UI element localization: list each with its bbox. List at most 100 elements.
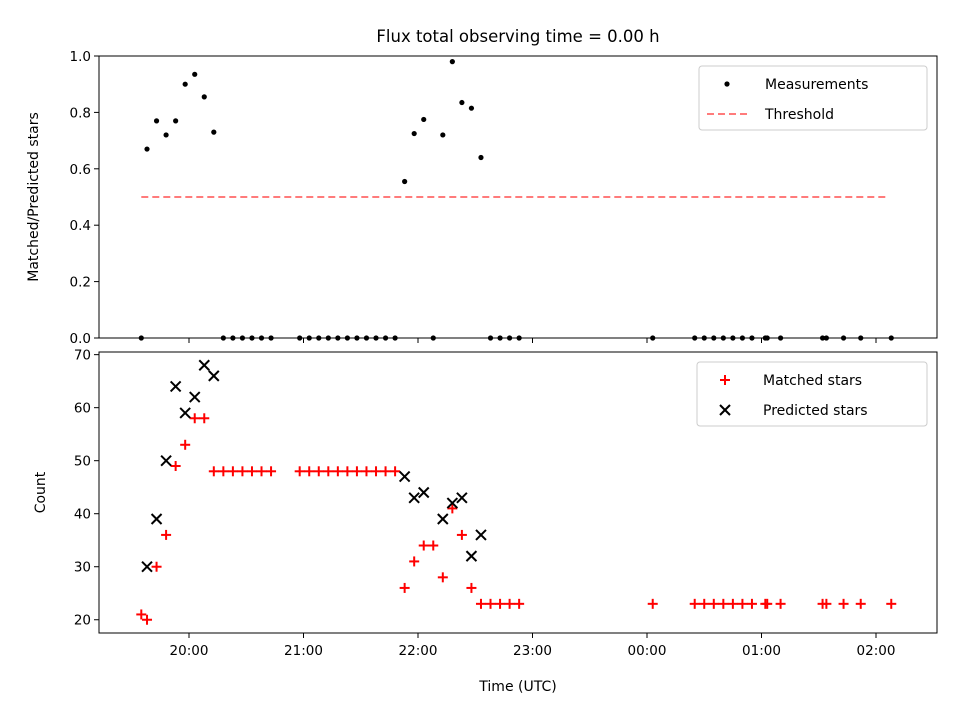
data-point: [141, 561, 153, 573]
axes-frame: [98, 55, 938, 339]
data-point: [475, 529, 487, 541]
data-point: [428, 540, 439, 551]
data-point: [647, 598, 658, 609]
y-axis-label: Count: [33, 471, 49, 513]
legend-label: Predicted stars: [763, 403, 868, 419]
y-tick-label: 0.4: [70, 218, 91, 234]
data-point: [421, 116, 427, 123]
legend-marker: [720, 375, 730, 385]
legend-label: Matched stars: [763, 373, 862, 389]
y-tick-label: 40: [74, 507, 91, 523]
data-point: [459, 99, 465, 106]
data-point: [237, 466, 248, 477]
data-point: [227, 466, 238, 477]
data-point: [838, 598, 849, 609]
data-point: [332, 466, 343, 477]
data-point: [170, 460, 181, 471]
data-point: [313, 466, 324, 477]
data-point: [380, 466, 391, 477]
series-matched-stars: [136, 413, 897, 625]
data-point: [708, 598, 719, 609]
x-tick-label: 20:00: [170, 643, 209, 659]
data-point: [294, 466, 305, 477]
data-point: [886, 598, 897, 609]
data-point: [402, 178, 408, 185]
data-point: [342, 466, 353, 477]
y-tick-label: 20: [74, 613, 91, 629]
y-tick-label: 30: [74, 560, 91, 576]
data-point: [198, 359, 210, 371]
data-point: [504, 598, 515, 609]
data-point: [144, 146, 150, 152]
x-tick-label: 21:00: [284, 643, 323, 659]
y-tick-label: 70: [74, 348, 91, 364]
y-tick-label: 1.0: [70, 49, 91, 65]
data-point: [208, 370, 220, 382]
data-point: [466, 582, 477, 593]
legend-marker: [724, 81, 730, 87]
chart-title: Flux total observing time = 0.00 h: [376, 27, 659, 46]
data-point: [398, 470, 411, 483]
data-point: [361, 466, 372, 477]
data-point: [409, 556, 420, 567]
data-point: [150, 513, 163, 525]
y-tick-label: 0.2: [70, 275, 91, 291]
data-point: [408, 492, 420, 504]
bottom-panel: 20 30 40 50 60 70 20:00 21:00 22:00 23:00 00:00 01:…: [33, 348, 938, 695]
x-axis-label: Time (UTC): [478, 679, 556, 695]
legend-item: Measurements: [724, 77, 868, 93]
data-point: [446, 497, 459, 509]
data-point: [399, 582, 410, 593]
y-tick-label: 0.6: [70, 162, 91, 178]
data-point: [746, 598, 757, 609]
data-point: [855, 598, 866, 609]
data-point: [514, 598, 525, 609]
data-point: [447, 503, 458, 514]
data-point: [189, 413, 200, 424]
data-point: [142, 614, 153, 625]
data-point: [151, 561, 162, 572]
data-point: [440, 132, 446, 138]
data-point: [465, 550, 478, 562]
data-point: [199, 413, 210, 424]
data-point: [182, 81, 188, 87]
data-point: [411, 130, 417, 137]
data-point: [179, 407, 191, 419]
x-tick-label: 01:00: [742, 643, 781, 659]
data-point: [246, 466, 257, 477]
data-point: [478, 154, 484, 161]
legend-item: Predicted stars: [719, 403, 868, 419]
legend-label: Measurements: [765, 77, 868, 93]
data-point: [211, 129, 217, 135]
data-point: [304, 466, 315, 477]
data-point: [161, 529, 172, 540]
data-point: [169, 380, 182, 393]
data-point: [485, 598, 496, 609]
data-point: [323, 466, 334, 477]
data-point: [371, 466, 382, 477]
x-tick-label: 22:00: [399, 643, 438, 659]
data-point: [718, 598, 729, 609]
x-tick-label: 00:00: [628, 643, 667, 659]
data-point: [437, 513, 449, 525]
y-tick-label: 0.0: [70, 331, 91, 347]
data-point: [418, 540, 429, 551]
data-point: [351, 466, 362, 477]
data-point: [192, 71, 198, 77]
series-predicted-stars: [141, 359, 487, 573]
data-point: [689, 598, 700, 609]
y-tick-label: 50: [74, 454, 91, 470]
y-tick-label: 0.8: [70, 105, 91, 121]
data-point: [189, 391, 201, 403]
legend-label: Threshold: [764, 107, 834, 123]
legend-item: Matched stars: [720, 373, 862, 389]
legend-box: [698, 65, 928, 131]
data-point: [160, 454, 172, 467]
data-point: [256, 466, 267, 477]
data-point: [762, 598, 773, 609]
data-point: [437, 572, 448, 583]
data-point: [456, 529, 467, 540]
x-tick-label: 02:00: [857, 643, 896, 659]
legend: Measurements Threshold: [698, 65, 928, 131]
